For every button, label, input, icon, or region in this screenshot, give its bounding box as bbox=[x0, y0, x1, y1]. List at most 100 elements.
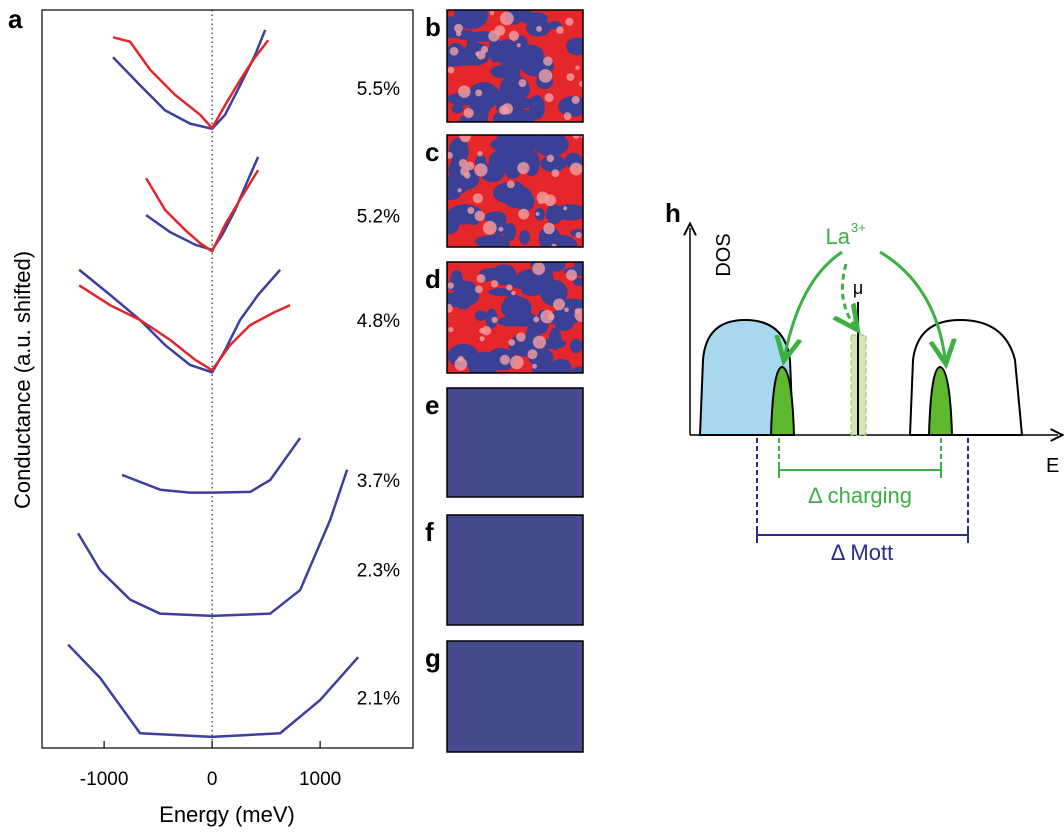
blue-domain bbox=[566, 37, 587, 55]
panel-label: d bbox=[425, 264, 441, 294]
y-axis-label: Conductance (a.u. shifted) bbox=[10, 251, 35, 509]
plot-frame bbox=[42, 10, 413, 748]
light-spot bbox=[509, 31, 519, 41]
curve-label: 2.1% bbox=[357, 689, 400, 710]
light-spot bbox=[533, 336, 546, 349]
light-spot bbox=[455, 358, 468, 371]
light-spot bbox=[467, 207, 474, 214]
light-spot bbox=[457, 188, 461, 192]
map-image bbox=[447, 641, 583, 752]
light-spot bbox=[500, 355, 510, 365]
arrow bbox=[785, 252, 842, 355]
map-image bbox=[447, 388, 583, 497]
blue-domain bbox=[534, 132, 569, 156]
upper-band bbox=[910, 320, 1022, 435]
light-spot bbox=[475, 285, 483, 293]
light-spot bbox=[511, 291, 515, 295]
light-spot bbox=[483, 221, 497, 235]
light-spot bbox=[543, 56, 553, 66]
blue-domain bbox=[453, 284, 480, 306]
light-spot bbox=[572, 96, 580, 104]
light-spot bbox=[491, 280, 498, 287]
curve bbox=[79, 285, 290, 370]
light-spot bbox=[532, 364, 537, 369]
diagram: h DOS E μ La 3+ Δ charging Δ Mott bbox=[665, 198, 1059, 565]
blue-domain bbox=[439, 212, 460, 234]
blue-domain bbox=[544, 258, 566, 272]
light-spot bbox=[475, 52, 479, 56]
mu-label: μ bbox=[853, 278, 863, 298]
blue-domain bbox=[467, 34, 478, 54]
blue-domain bbox=[551, 359, 571, 377]
light-spot bbox=[456, 31, 461, 36]
light-spot bbox=[564, 307, 569, 312]
light-spot bbox=[536, 26, 542, 32]
light-spot bbox=[443, 304, 452, 313]
light-spot bbox=[448, 327, 453, 332]
panel-label: h bbox=[665, 198, 681, 228]
curve bbox=[79, 270, 280, 373]
light-spot bbox=[488, 30, 499, 41]
light-spot bbox=[539, 69, 553, 83]
x-tick-label: 0 bbox=[207, 769, 218, 790]
y-axis-label: DOS bbox=[713, 233, 735, 276]
light-spot bbox=[538, 199, 542, 203]
blue-domain bbox=[522, 15, 542, 25]
blue-domain bbox=[515, 191, 534, 212]
x-axis-label: E bbox=[1046, 455, 1059, 477]
panel-label: g bbox=[425, 643, 441, 673]
light-spot bbox=[575, 308, 589, 322]
curve bbox=[146, 170, 258, 251]
curve-label: 5.5% bbox=[357, 79, 400, 100]
light-spot bbox=[566, 269, 577, 280]
light-spot bbox=[498, 227, 503, 232]
blue-domain bbox=[471, 352, 498, 379]
light-spot bbox=[450, 47, 459, 56]
light-spot bbox=[499, 105, 509, 115]
light-spot bbox=[474, 163, 487, 176]
panel-label: a bbox=[8, 4, 23, 34]
blue-domain bbox=[464, 10, 476, 18]
gap-label: Δ Mott bbox=[831, 540, 893, 565]
panel-label: c bbox=[425, 137, 439, 167]
dopant-label: La bbox=[826, 224, 851, 249]
light-spot bbox=[519, 79, 527, 87]
blue-domain bbox=[502, 294, 524, 321]
light-spot bbox=[516, 332, 525, 341]
light-spot bbox=[532, 262, 545, 275]
x-tick-label: -1000 bbox=[80, 769, 129, 790]
map-image bbox=[433, 130, 587, 258]
dopant-charge: 3+ bbox=[851, 220, 866, 235]
light-spot bbox=[540, 310, 554, 324]
light-spot bbox=[448, 67, 455, 74]
blue-domain bbox=[475, 310, 487, 320]
blue-domain bbox=[519, 230, 530, 244]
light-spot bbox=[459, 131, 470, 142]
light-spot bbox=[535, 212, 539, 216]
light-spot bbox=[480, 336, 485, 341]
light-spot bbox=[565, 18, 573, 26]
light-spot bbox=[564, 112, 572, 120]
light-spot bbox=[527, 349, 537, 359]
light-spot bbox=[477, 274, 486, 283]
panel-label: e bbox=[425, 390, 439, 420]
panel-label: f bbox=[425, 517, 434, 547]
blue-domain bbox=[508, 109, 535, 134]
light-spot bbox=[464, 172, 471, 179]
map-image bbox=[438, 252, 595, 379]
page: {"chart_data":{"type":"line","panel":"a"… bbox=[0, 0, 1064, 836]
light-spot bbox=[475, 89, 482, 96]
light-spot bbox=[464, 108, 474, 118]
light-spot bbox=[510, 356, 524, 370]
light-spot bbox=[508, 339, 515, 346]
light-spot bbox=[543, 223, 554, 234]
figure: a Energy (meV) Conductance (a.u. shifted… bbox=[0, 0, 1064, 836]
curve bbox=[122, 438, 300, 493]
light-spot bbox=[517, 162, 529, 174]
curve-label: 4.8% bbox=[357, 311, 400, 332]
light-spot bbox=[465, 161, 474, 170]
gap-label: Δ charging bbox=[808, 483, 912, 508]
map-image bbox=[447, 515, 583, 625]
blue-domain bbox=[521, 285, 543, 296]
